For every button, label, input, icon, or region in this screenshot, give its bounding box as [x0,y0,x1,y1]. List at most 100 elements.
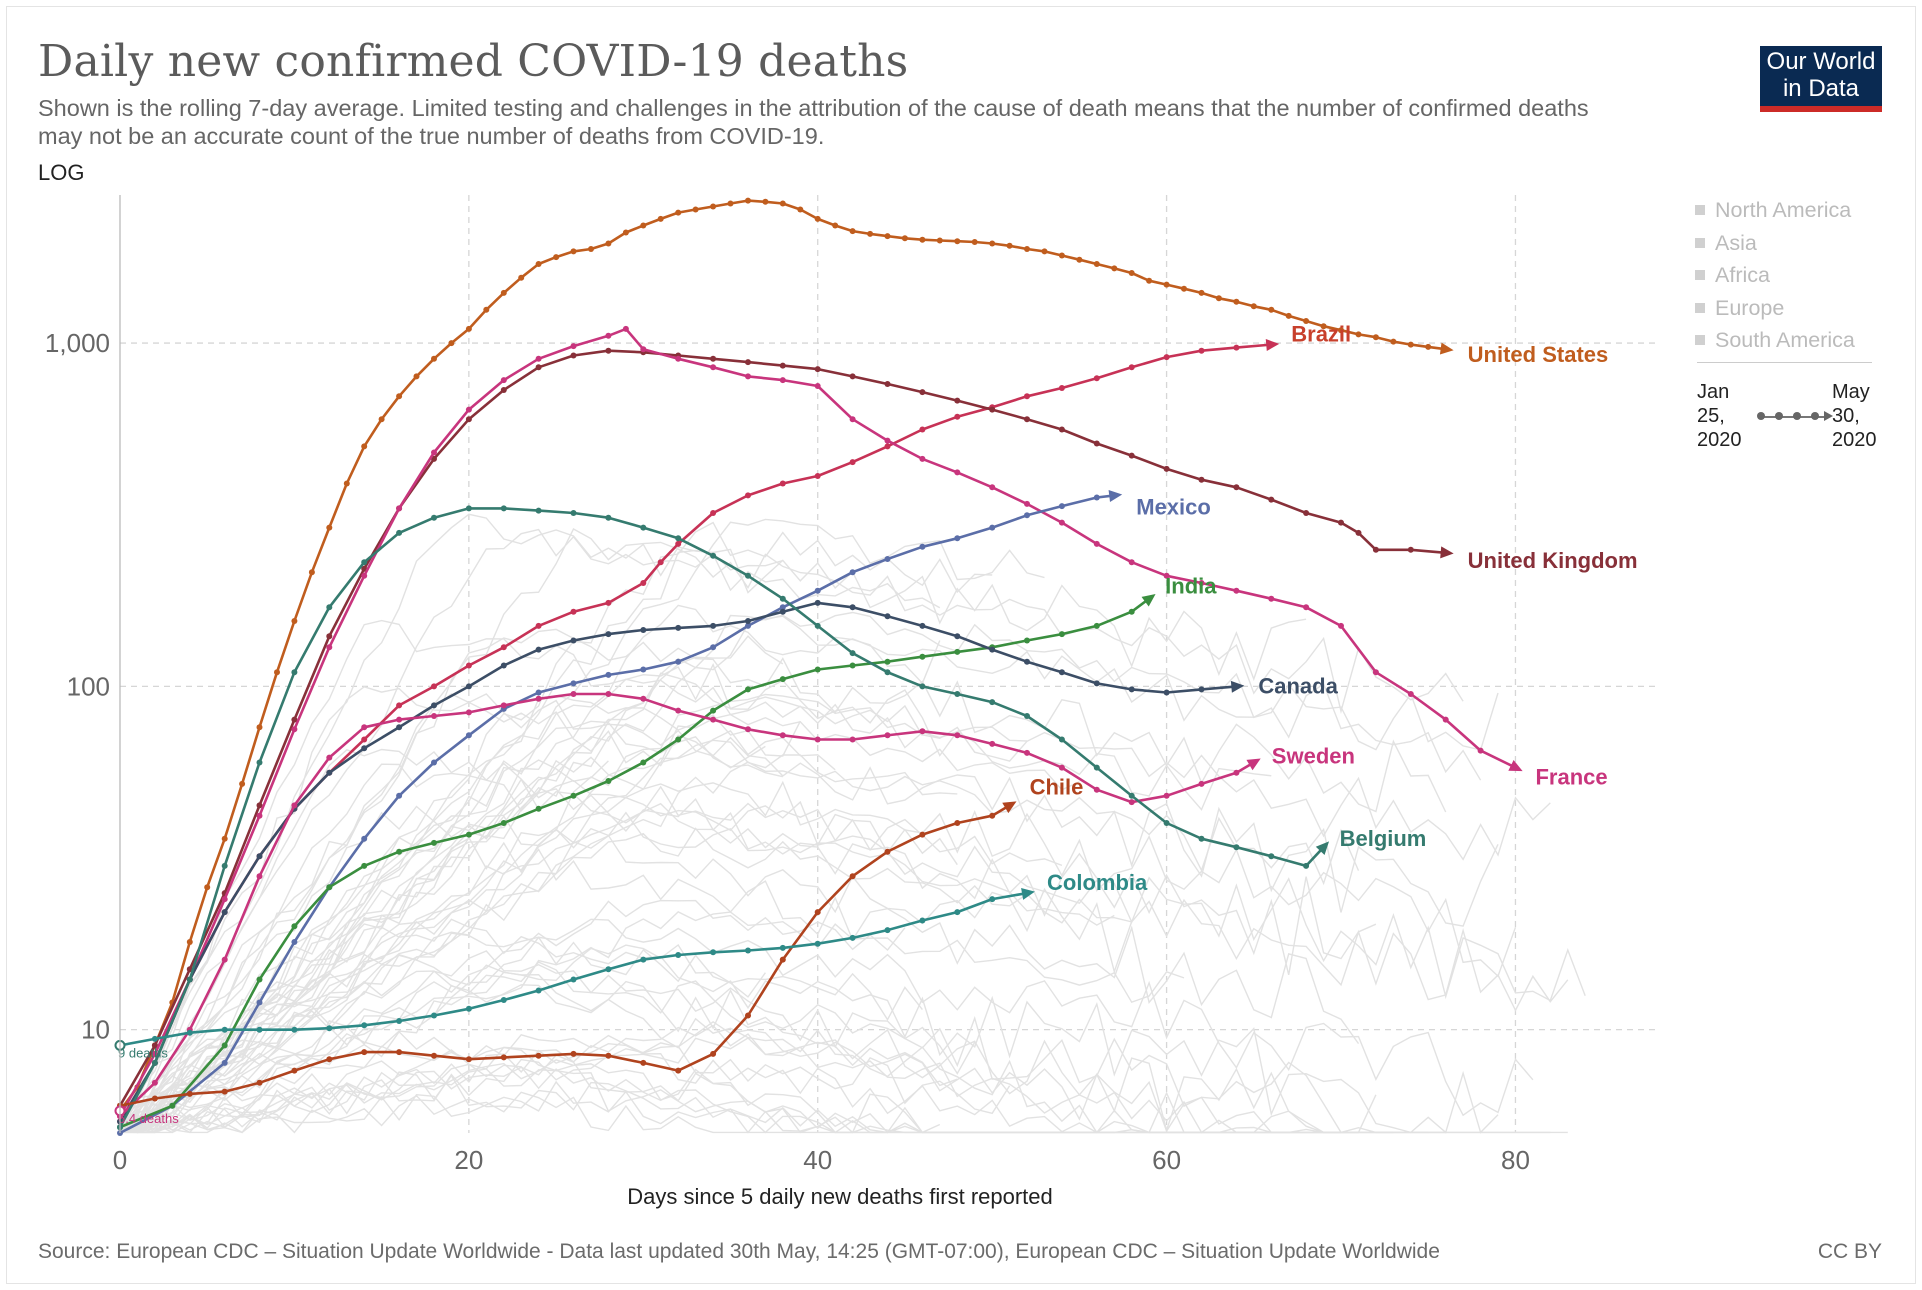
data-point [1442,716,1449,723]
series-label-sweden[interactable]: Sweden [1272,744,1355,769]
data-point [465,831,472,838]
data-point [675,736,682,743]
series-label-united-kingdom[interactable]: United Kingdom [1468,548,1638,573]
data-point [727,200,734,207]
series-label-colombia[interactable]: Colombia [1047,870,1148,895]
data-point [779,595,786,602]
data-point [431,713,437,719]
data-point [291,669,298,676]
series-label-united-states[interactable]: United States [1468,342,1609,367]
data-point [954,820,961,826]
license-link[interactable]: CC BY [1817,1240,1882,1263]
legend-item-south-america[interactable]: South America [1695,324,1885,357]
data-point [570,510,577,516]
series-line-united-kingdom[interactable] [118,349,1446,1107]
data-point [186,1029,193,1036]
data-point [1285,312,1292,319]
data-point [1111,265,1118,272]
axes: 10 100 1,000 0 20 40 60 80 [45,195,1530,1175]
data-point [500,289,507,296]
series-label-brazil[interactable]: Brazil [1291,322,1351,347]
data-point [919,653,926,660]
data-point [884,848,891,855]
data-point [710,716,717,723]
x-tick-label: 40 [803,1145,832,1175]
owid-logo[interactable]: Our World in Data [1760,46,1882,112]
data-point [431,683,437,690]
data-point [535,689,542,696]
data-point [779,362,786,369]
series-line-sweden[interactable] [119,692,1255,1118]
timeline-control[interactable]: Jan 25, 2020 May 30, 2020 [1697,378,1887,458]
data-point [814,587,821,594]
data-point [570,691,577,697]
data-point [1338,519,1344,526]
data-point [1163,792,1170,799]
series-label-belgium[interactable]: Belgium [1340,826,1427,851]
data-point [884,381,891,387]
series-label-india[interactable]: India [1165,574,1217,599]
data-point [710,644,717,651]
data-point [431,839,437,846]
data-point [1093,680,1100,687]
data-point [326,1025,333,1032]
data-point [954,469,961,476]
data-point [1198,780,1205,787]
series-label-chile[interactable]: Chile [1030,774,1084,799]
x-tick-label: 20 [454,1145,483,1175]
data-point [1128,452,1135,459]
data-point [814,383,821,389]
data-point [989,484,996,491]
series-line-colombia[interactable] [119,891,1028,1047]
series-line-india[interactable] [119,597,1150,1129]
legend-item-north-america[interactable]: North America [1695,194,1885,227]
data-point [291,1067,298,1074]
data-point [204,884,211,891]
data-point [1425,343,1432,350]
data-point [1233,344,1240,351]
data-point [675,209,682,216]
data-point [1058,669,1065,676]
data-point [1093,375,1100,382]
background-country-line [119,628,1447,1133]
series-label-france[interactable]: France [1535,765,1607,790]
scale-toggle[interactable]: LOG [38,160,85,185]
data-point [1477,747,1484,754]
series-end-arrow [1315,841,1330,855]
data-point [745,618,751,624]
data-point [605,240,612,247]
data-point [361,559,368,566]
series-line-france[interactable] [118,327,1517,1117]
legend-item-europe[interactable]: Europe [1695,292,1885,325]
timeline-start-label: Jan 25, 2020 [1697,381,1742,451]
timeline-end-handle[interactable] [1824,411,1833,421]
data-point [849,228,856,235]
data-point [1233,769,1240,776]
data-point [570,352,577,359]
data-point [291,726,298,733]
legend-item-asia[interactable]: Asia [1695,227,1885,260]
data-point [1198,686,1205,693]
timeline-start-handle[interactable] [1757,412,1765,420]
data-point [605,966,612,973]
data-point [1146,277,1153,284]
series-lines [117,197,1523,1136]
data-point [1355,529,1362,536]
series-label-canada[interactable]: Canada [1258,673,1338,698]
data-point [361,443,368,450]
data-point [849,569,856,576]
series-label-mexico[interactable]: Mexico [1136,494,1211,519]
legend-item-africa[interactable]: Africa [1695,259,1885,292]
data-point [396,848,403,855]
data-point [779,604,786,611]
data-point [884,927,891,934]
data-point [396,505,403,512]
data-point [989,699,996,706]
background-country-line [119,805,1133,1133]
data-point [954,648,961,655]
data-point [535,646,542,653]
data-point [570,343,577,350]
data-point [186,1090,193,1097]
series-line-belgium[interactable] [118,507,1325,1128]
